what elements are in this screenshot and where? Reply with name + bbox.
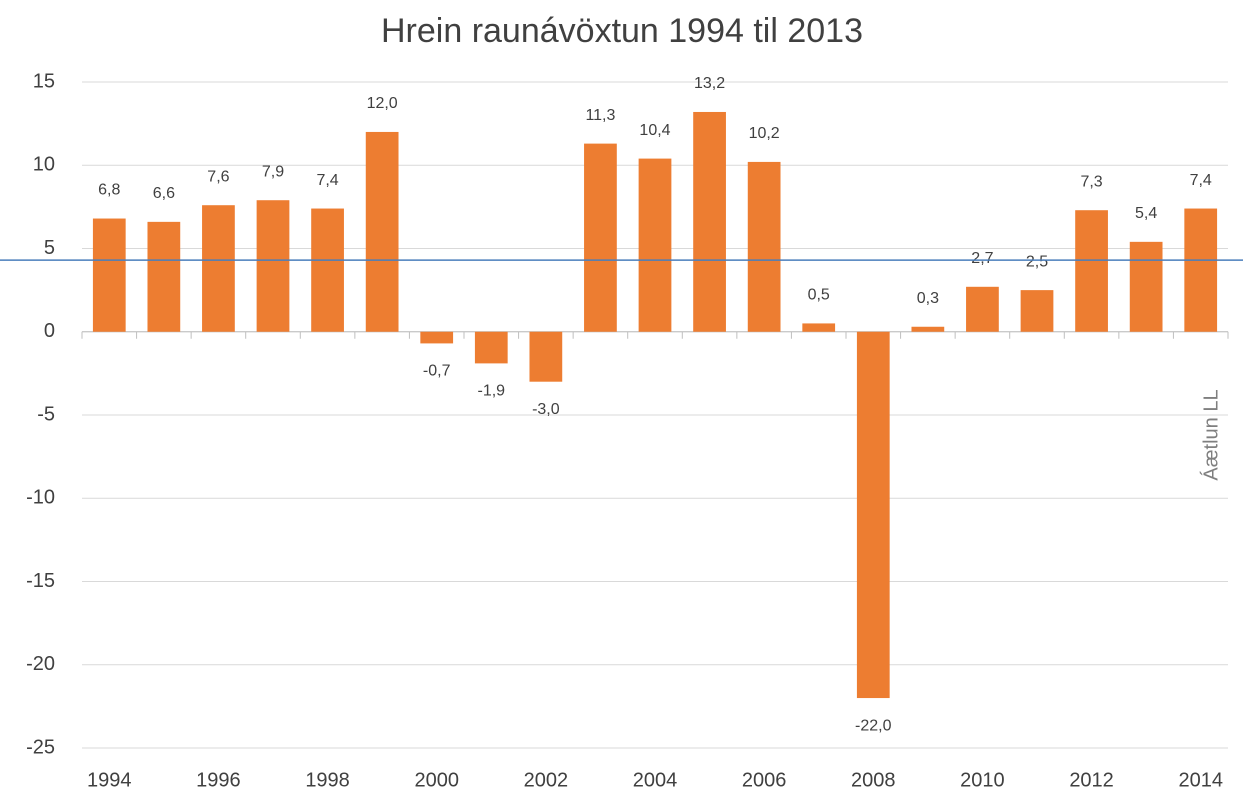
- y-tick-label: 0: [44, 320, 55, 342]
- value-label: -22,0: [855, 717, 892, 734]
- value-label: 11,3: [585, 107, 615, 124]
- value-label: 6,8: [98, 182, 120, 199]
- y-tick-label: -10: [26, 487, 55, 509]
- y-tick-label: 15: [33, 70, 55, 92]
- bar: [202, 205, 235, 332]
- value-label: 2,7: [971, 250, 993, 267]
- value-label: 12,0: [367, 95, 398, 112]
- x-tick-label: 2000: [414, 769, 459, 791]
- value-label: 7,6: [207, 168, 229, 185]
- value-label: 10,2: [749, 125, 780, 142]
- value-label: 0,3: [917, 290, 939, 307]
- x-tick-label: 2010: [960, 769, 1005, 791]
- x-tick-label: 1998: [305, 769, 350, 791]
- bar: [802, 323, 836, 332]
- value-label: 0,5: [808, 287, 830, 304]
- x-tick-label: 2014: [1178, 769, 1223, 791]
- x-tick-label: 2002: [524, 769, 569, 791]
- bar: [1184, 208, 1218, 332]
- value-label: 7,9: [262, 163, 284, 180]
- bar: [529, 331, 563, 382]
- bar: [474, 331, 508, 364]
- value-label: -3,0: [532, 401, 560, 418]
- value-label: 13,2: [694, 75, 725, 92]
- y-tick-label: 10: [33, 154, 55, 176]
- bar: [911, 326, 945, 332]
- bar: [584, 143, 617, 332]
- bar: [856, 331, 890, 699]
- value-label: 5,4: [1135, 205, 1157, 222]
- annotation: Áætlun LL: [1199, 389, 1222, 480]
- x-tick-label: 2004: [633, 769, 678, 791]
- bar: [147, 221, 181, 332]
- y-tick-label: -20: [26, 653, 55, 675]
- y-tick-label: -15: [26, 570, 55, 592]
- bar: [420, 331, 454, 344]
- bar: [311, 208, 344, 332]
- value-label: 6,6: [153, 185, 175, 202]
- value-label: -0,7: [423, 363, 451, 380]
- bar: [1075, 210, 1108, 332]
- bar: [966, 286, 999, 332]
- x-tick-label: 2006: [742, 769, 787, 791]
- y-tick-label: -25: [26, 736, 55, 758]
- value-label: 7,4: [1190, 172, 1212, 189]
- bar: [1129, 241, 1163, 332]
- value-label: 10,4: [639, 122, 670, 139]
- value-label: -1,9: [477, 383, 505, 400]
- bar: [92, 218, 126, 332]
- bar: [638, 158, 672, 332]
- y-tick-label: 5: [44, 237, 55, 259]
- bar: [365, 131, 399, 332]
- value-label: 7,4: [316, 172, 338, 189]
- x-tick-label: 2012: [1069, 769, 1114, 791]
- x-tick-label: 2008: [851, 769, 896, 791]
- bar: [693, 111, 726, 332]
- bar: [256, 200, 290, 332]
- x-tick-label: 1996: [196, 769, 241, 791]
- bar: [1020, 290, 1054, 332]
- chart-title: Hrein raunávöxtun 1994 til 2013: [381, 12, 863, 50]
- x-tick-label: 1994: [87, 769, 132, 791]
- bar: [747, 161, 781, 332]
- value-label: 2,5: [1026, 253, 1048, 270]
- value-label: 7,3: [1080, 173, 1102, 190]
- y-tick-label: -5: [37, 403, 55, 425]
